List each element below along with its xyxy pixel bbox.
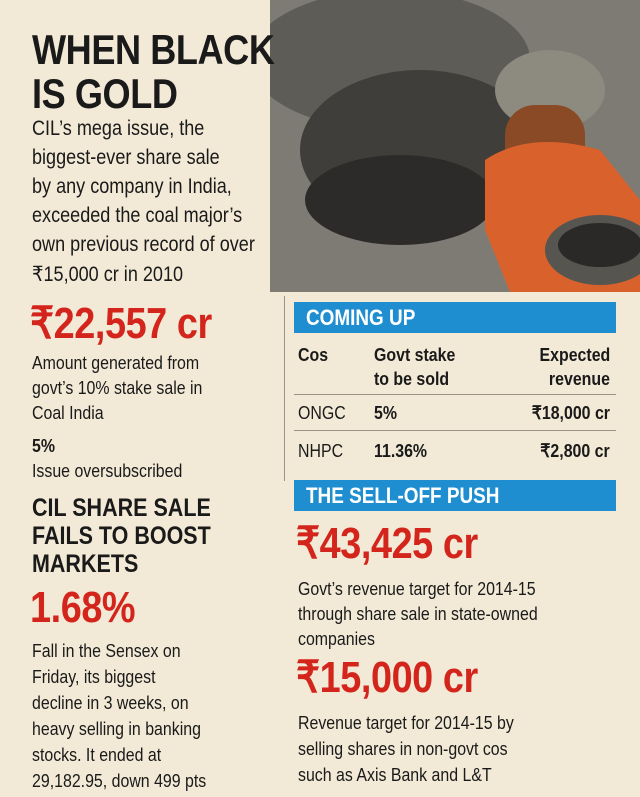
table-cell: NHPC xyxy=(298,440,344,461)
table-cell: ₹2,800 cr xyxy=(540,440,610,461)
table-header: Govt stake xyxy=(374,344,456,365)
table-header: to be sold xyxy=(374,368,450,389)
table-header: Expected xyxy=(539,344,610,365)
section-heading: FAILS TO BOOST xyxy=(32,522,211,550)
section-heading: MARKETS xyxy=(32,550,139,578)
table-rule xyxy=(294,430,616,431)
stat-text: Friday, its biggest xyxy=(32,666,156,687)
section-title: COMING UP xyxy=(306,305,416,330)
intro-text: CIL’s mega issue, the xyxy=(32,117,205,140)
stat-text: heavy selling in banking xyxy=(32,718,201,739)
table-cell: ONGC xyxy=(298,402,346,423)
stat-text: such as Axis Bank and L&T xyxy=(298,764,492,785)
stat-text: companies xyxy=(298,628,375,649)
stat-text: through share sale in state-owned xyxy=(298,603,538,624)
stat-text: selling shares in non-govt cos xyxy=(298,738,508,759)
stat-text: Amount generated from xyxy=(32,352,200,373)
intro-text: own previous record of over xyxy=(32,233,255,256)
stat-value: 5% xyxy=(32,435,56,456)
stat-text: stocks. It ended at xyxy=(32,744,162,765)
intro-text: by any company in India, xyxy=(32,175,232,198)
section-bar: COMING UP xyxy=(294,302,616,333)
section-heading: CIL SHARE SALE xyxy=(32,494,211,522)
stat-text: Revenue target for 2014-15 by xyxy=(298,712,514,733)
intro-text: ₹15,000 cr in 2010 xyxy=(32,263,184,286)
table-header: revenue xyxy=(548,368,610,389)
stat-text: Coal India xyxy=(32,402,104,423)
section-title: THE SELL-OFF PUSH xyxy=(306,483,500,508)
stat-value: ₹15,000 cr xyxy=(296,653,478,702)
divider xyxy=(284,296,285,481)
stat-value: 1.68% xyxy=(30,583,136,632)
table-cell: 5% xyxy=(374,402,398,423)
stat-text: Fall in the Sensex on xyxy=(32,640,181,661)
stat-text: 29,182.95, down 499 pts xyxy=(32,770,207,791)
table-cell: ₹18,000 cr xyxy=(531,402,610,423)
stat-value: ₹22,557 cr xyxy=(30,299,212,348)
intro-text: biggest-ever share sale xyxy=(32,146,220,169)
stat-text: decline in 3 weeks, on xyxy=(32,692,189,713)
headline: WHEN BLACK xyxy=(32,26,275,73)
stat-text: Issue oversubscribed xyxy=(32,460,183,481)
headline: IS GOLD xyxy=(32,70,178,117)
table-header: Cos xyxy=(298,344,329,365)
coal-photo xyxy=(270,0,640,292)
stat-value: ₹43,425 cr xyxy=(296,519,478,568)
table-cell: 11.36% xyxy=(374,440,428,461)
table-rule xyxy=(294,394,616,395)
section-bar: THE SELL-OFF PUSH xyxy=(294,480,616,511)
stat-text: govt’s 10% stake sale in xyxy=(32,377,203,398)
stat-text: Govt’s revenue target for 2014-15 xyxy=(298,578,536,599)
intro-text: exceeded the coal major’s xyxy=(32,204,243,227)
